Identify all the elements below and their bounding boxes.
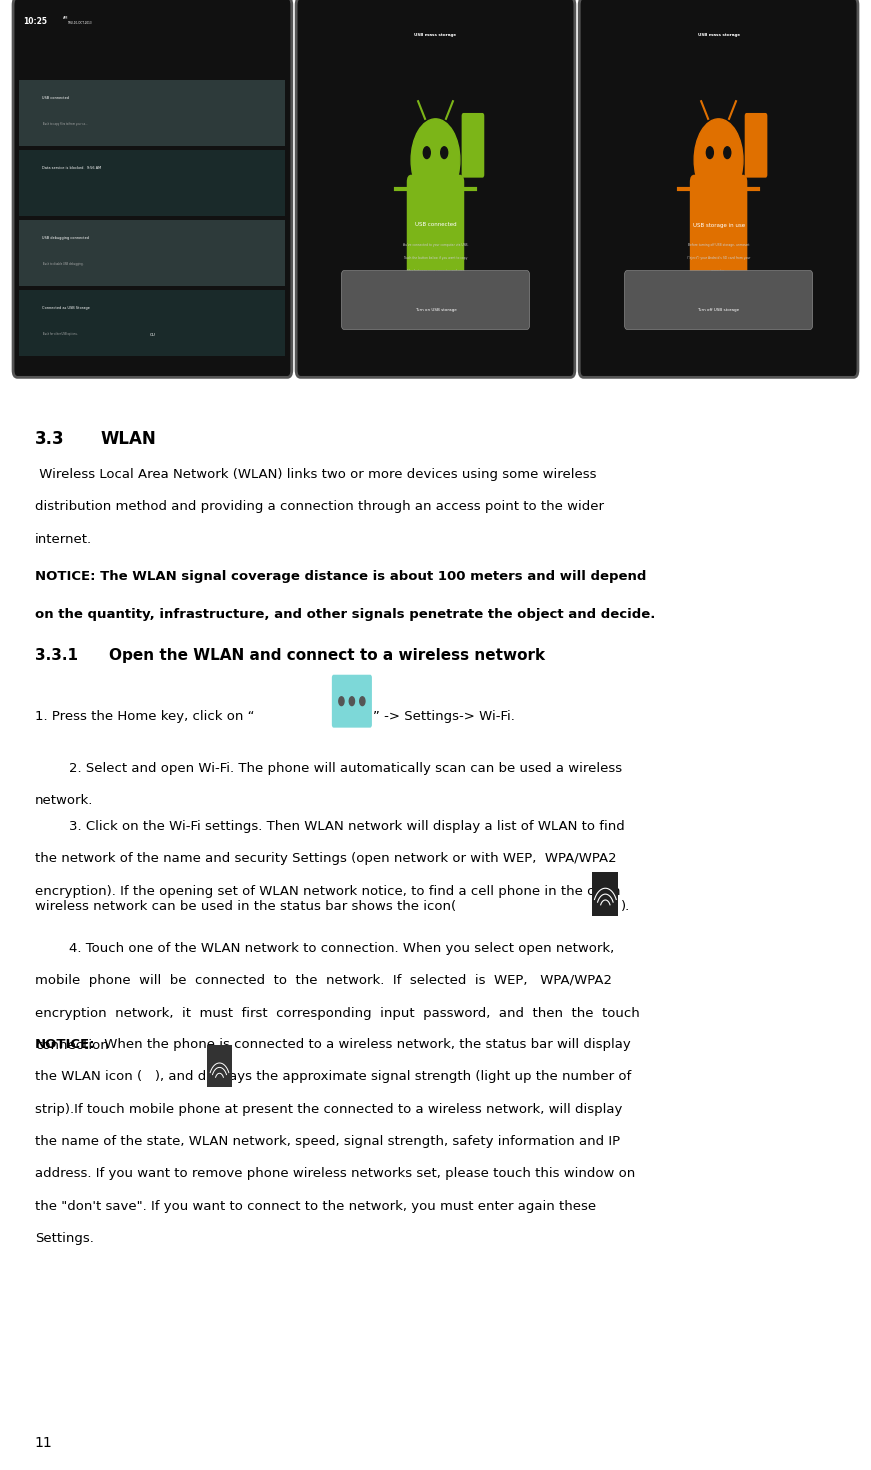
- Text: computer.: computer.: [711, 269, 726, 273]
- FancyBboxPatch shape: [13, 0, 292, 378]
- Text: 2. Select and open Wi-Fi. The phone will automatically scan can be used a wirele: 2. Select and open Wi-Fi. The phone will…: [35, 761, 622, 775]
- Text: AM: AM: [63, 16, 68, 21]
- Circle shape: [694, 119, 743, 201]
- Circle shape: [339, 697, 344, 706]
- FancyBboxPatch shape: [19, 290, 285, 356]
- Text: ” -> Settings-> Wi-Fi.: ” -> Settings-> Wi-Fi.: [373, 710, 515, 723]
- Circle shape: [441, 147, 448, 159]
- Text: 10:25: 10:25: [24, 18, 48, 26]
- Text: the "don't save". If you want to connect to the network, you must enter again th: the "don't save". If you want to connect…: [35, 1200, 596, 1213]
- Text: Connected as USB Storage: Connected as USB Storage: [42, 306, 90, 310]
- FancyBboxPatch shape: [341, 270, 530, 329]
- Text: You've connected to your computer via USB.: You've connected to your computer via US…: [402, 243, 469, 247]
- Circle shape: [423, 147, 430, 159]
- Text: CU: CU: [150, 334, 155, 337]
- Text: on the quantity, infrastructure, and other signals penetrate the object and deci: on the quantity, infrastructure, and oth…: [35, 609, 655, 622]
- Text: 11: 11: [35, 1436, 52, 1449]
- FancyBboxPatch shape: [407, 175, 464, 285]
- Text: distribution method and providing a connection through an access point to the wi: distribution method and providing a conn…: [35, 500, 604, 513]
- Text: mobile  phone  will  be  connected  to  the  network.  If  selected  is  WEP,   : mobile phone will be connected to the ne…: [35, 975, 611, 988]
- Text: address. If you want to remove phone wireless networks set, please touch this wi: address. If you want to remove phone wir…: [35, 1167, 635, 1180]
- Text: Settings.: Settings.: [35, 1232, 94, 1245]
- FancyBboxPatch shape: [207, 1045, 232, 1086]
- Text: 3. Click on the Wi-Fi settings. Then WLAN network will display a list of WLAN to: 3. Click on the Wi-Fi settings. Then WLA…: [35, 820, 625, 833]
- FancyBboxPatch shape: [690, 175, 747, 285]
- Circle shape: [706, 147, 713, 159]
- Text: Touch for other USB options.: Touch for other USB options.: [42, 332, 78, 337]
- Circle shape: [349, 697, 354, 706]
- FancyBboxPatch shape: [296, 0, 575, 378]
- Text: USB mass storage: USB mass storage: [698, 32, 739, 37]
- Text: 1. Press the Home key, click on “: 1. Press the Home key, click on “: [35, 710, 254, 723]
- FancyBboxPatch shape: [625, 270, 813, 329]
- Text: the WLAN icon (   ), and displays the approximate signal strength (light up the : the WLAN icon ( ), and displays the appr…: [35, 1070, 631, 1083]
- Text: Touch to disable USB debugging.: Touch to disable USB debugging.: [42, 262, 84, 266]
- Text: NOTICE: The WLAN signal coverage distance is about 100 meters and will depend: NOTICE: The WLAN signal coverage distanc…: [35, 570, 646, 584]
- Text: 4. Touch one of the WLAN network to connection. When you select open network,: 4. Touch one of the WLAN network to conn…: [35, 942, 614, 956]
- Text: ("eject") your Android's SD card from your: ("eject") your Android's SD card from yo…: [687, 256, 750, 260]
- FancyBboxPatch shape: [579, 0, 858, 378]
- FancyBboxPatch shape: [462, 113, 484, 178]
- Text: 3.3.1: 3.3.1: [35, 648, 78, 663]
- FancyBboxPatch shape: [332, 675, 372, 728]
- Text: USB connected: USB connected: [42, 96, 69, 100]
- FancyBboxPatch shape: [19, 79, 285, 146]
- Text: encryption  network,  it  must  first  corresponding  input  password,  and  the: encryption network, it must first corres…: [35, 1007, 639, 1020]
- Text: Touch the button below if you want to copy: Touch the button below if you want to co…: [403, 256, 468, 260]
- Text: USB connected: USB connected: [415, 222, 456, 228]
- Text: Data service is blocked.  9:56 AM: Data service is blocked. 9:56 AM: [42, 166, 101, 169]
- Text: Wireless Local Area Network (WLAN) links two or more devices using some wireless: Wireless Local Area Network (WLAN) links…: [35, 467, 597, 481]
- Text: WLAN: WLAN: [100, 431, 156, 448]
- FancyBboxPatch shape: [19, 150, 285, 216]
- Text: files between your computer and your: files between your computer and your: [407, 269, 464, 273]
- Text: Open the WLAN and connect to a wireless network: Open the WLAN and connect to a wireless …: [109, 648, 545, 663]
- Text: internet.: internet.: [35, 532, 92, 545]
- Text: USB debugging connected: USB debugging connected: [42, 235, 89, 240]
- Text: Turn off USB storage: Turn off USB storage: [698, 309, 739, 312]
- Circle shape: [411, 119, 460, 201]
- Circle shape: [360, 697, 365, 706]
- Text: USB mass storage: USB mass storage: [415, 32, 456, 37]
- Text: USB storage in use: USB storage in use: [692, 222, 745, 228]
- Circle shape: [724, 147, 731, 159]
- Text: encryption). If the opening set of WLAN network notice, to find a cell phone in : encryption). If the opening set of WLAN …: [35, 885, 620, 898]
- Text: THU-10-OCT-2013: THU-10-OCT-2013: [68, 21, 92, 25]
- FancyBboxPatch shape: [592, 872, 618, 916]
- Text: ).: ).: [621, 900, 631, 913]
- Text: the network of the name and security Settings (open network or with WEP,  WPA/WP: the network of the name and security Set…: [35, 853, 617, 866]
- Text: Turn on USB storage: Turn on USB storage: [415, 309, 456, 312]
- FancyBboxPatch shape: [19, 220, 285, 287]
- Text: When the phone is connected to a wireless network, the status bar will display: When the phone is connected to a wireles…: [100, 1038, 631, 1051]
- Text: wireless network can be used in the status bar shows the icon(: wireless network can be used in the stat…: [35, 900, 456, 913]
- Text: 3.3: 3.3: [35, 431, 64, 448]
- FancyBboxPatch shape: [745, 113, 767, 178]
- Text: Android's SD card.: Android's SD card.: [422, 282, 449, 287]
- Text: strip).If touch mobile phone at present the connected to a wireless network, wil: strip).If touch mobile phone at present …: [35, 1102, 622, 1116]
- Text: Before turning off USB storage, unmount: Before turning off USB storage, unmount: [688, 243, 749, 247]
- Text: the name of the state, WLAN network, speed, signal strength, safety information : the name of the state, WLAN network, spe…: [35, 1135, 620, 1148]
- Text: Touch to copy files to/from your co...: Touch to copy files to/from your co...: [42, 122, 87, 126]
- Text: connection: connection: [35, 1039, 109, 1053]
- Text: network.: network.: [35, 794, 93, 807]
- Text: NOTICE:: NOTICE:: [35, 1038, 95, 1051]
